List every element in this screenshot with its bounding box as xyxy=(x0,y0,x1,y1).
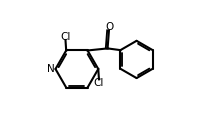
Text: Cl: Cl xyxy=(60,32,71,42)
Text: Cl: Cl xyxy=(94,78,104,88)
Text: N: N xyxy=(47,64,55,74)
Text: O: O xyxy=(106,22,114,32)
